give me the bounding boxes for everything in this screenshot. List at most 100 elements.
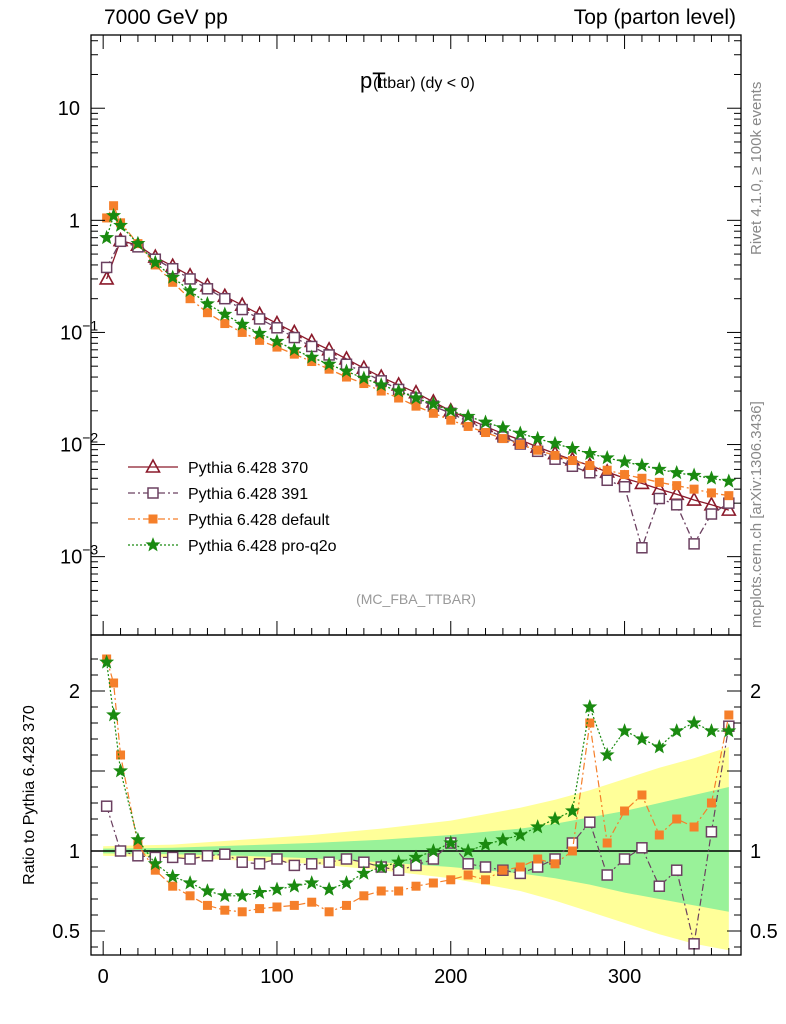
ratio-point-proq2o	[130, 831, 146, 847]
ratio-point-proq2o	[373, 859, 389, 874]
ratio-point-proq2o	[599, 747, 615, 762]
data-point-proq2o	[165, 269, 181, 284]
ratio-point-default	[446, 875, 456, 885]
data-point-default	[550, 450, 560, 460]
data-point-proq2o	[460, 408, 476, 423]
legend-marker-proq2o	[145, 537, 161, 552]
data-point-proq2o	[106, 207, 122, 223]
data-point-proq2o	[304, 349, 320, 364]
ratio-point-proq2o	[721, 723, 737, 738]
plot-title-sub: (ttbar) (dy < 0)	[373, 75, 475, 92]
data-point-default	[533, 445, 543, 455]
data-point-default	[428, 408, 438, 418]
collision-energy-label: 7000 GeV pp	[104, 6, 228, 29]
ratio-point-proq2o	[443, 835, 459, 850]
ratio-point-p391	[670, 864, 683, 876]
ratio-point-proq2o	[582, 699, 598, 714]
analysis-id-label: (MC_FBA_TTBAR)	[356, 591, 476, 607]
legend-item-p391: Pythia 6.428 391	[128, 486, 308, 503]
ratio-point-proq2o	[478, 836, 494, 851]
y-tick-label-exponent: −3	[82, 542, 98, 558]
data-point-default	[168, 277, 178, 287]
ratio-point-default	[411, 881, 421, 891]
ratio-point-proq2o	[634, 731, 650, 746]
series-proq2o	[99, 207, 737, 488]
data-point-default	[411, 401, 421, 411]
data-point-default	[620, 470, 630, 480]
ratio-point-proq2o	[321, 881, 337, 896]
data-point-default	[672, 481, 682, 491]
ratio-point-default	[394, 886, 404, 896]
data-point-p391	[618, 481, 631, 493]
ratio-point-p391	[114, 845, 127, 857]
data-point-default	[307, 357, 317, 367]
ratio-point-proq2o	[199, 883, 215, 898]
ratio-point-p391	[636, 842, 648, 854]
data-point-proq2o	[356, 370, 372, 385]
ratio-point-p391	[132, 850, 144, 862]
data-point-proq2o	[130, 235, 146, 250]
data-point-proq2o	[182, 282, 198, 298]
ratio-y-axis-label: Ratio to Pythia 6.428 370	[21, 705, 38, 885]
ratio-point-default	[724, 710, 734, 720]
ratio-point-default	[255, 904, 265, 914]
y-tick-label-main: 1	[69, 210, 80, 232]
legend-label-default: Pythia 6.428 default	[188, 512, 330, 529]
ratio-point-proq2o	[234, 887, 250, 903]
data-point-default	[567, 456, 577, 466]
data-point-p391	[236, 303, 248, 316]
data-point-p391	[670, 499, 683, 511]
ratio-point-proq2o	[651, 739, 667, 754]
y-tick-label-ratio: 0.5	[52, 921, 80, 943]
data-point-proq2o	[338, 363, 354, 378]
data-point-proq2o	[391, 383, 407, 398]
data-point-proq2o	[113, 217, 128, 232]
series-p391	[100, 235, 735, 554]
ratio-point-default	[567, 846, 577, 856]
data-point-proq2o	[321, 356, 337, 371]
y-tick-label-main: 10−3	[60, 542, 98, 569]
data-point-p391	[219, 292, 231, 305]
y-tick-label-ratio: 2	[69, 681, 80, 703]
legend-item-default: Pythia 6.428 default	[128, 512, 330, 529]
ratio-point-default	[654, 830, 664, 840]
x-tick-label: 200	[434, 966, 467, 988]
ratio-point-proq2o	[304, 875, 320, 890]
ratio-point-proq2o	[165, 868, 181, 883]
ratio-point-p391	[271, 853, 283, 865]
y-tick-label-ratio-right: 2	[750, 681, 761, 703]
ratio-series-group	[99, 654, 737, 950]
data-point-default	[394, 393, 404, 403]
data-point-proq2o	[599, 450, 615, 465]
ratio-point-proq2o	[617, 723, 633, 738]
data-point-proq2o	[703, 470, 719, 485]
y-tick-label-main: 10	[58, 98, 80, 120]
legend-marker-p370	[145, 458, 161, 473]
data-point-default	[498, 434, 508, 444]
data-point-default	[102, 213, 112, 223]
data-point-proq2o	[495, 419, 511, 435]
data-point-default	[654, 477, 664, 487]
data-point-default	[237, 327, 247, 337]
x-tick-label: 0	[98, 966, 109, 988]
legend-label-p391: Pythia 6.428 391	[188, 486, 308, 503]
data-point-proq2o	[252, 325, 268, 340]
y-tick-label-ratio-right: 1	[750, 841, 761, 863]
ratio-point-proq2o	[147, 855, 163, 871]
ratio-point-default	[463, 870, 473, 880]
data-point-default	[585, 461, 595, 471]
y-tick-label-ratio-right: 0.5	[750, 921, 778, 943]
data-point-proq2o	[269, 333, 285, 348]
ratio-point-p391	[653, 880, 666, 892]
series-default	[102, 201, 734, 501]
x-tick-label: 100	[260, 966, 293, 988]
data-point-default	[359, 379, 369, 389]
data-point-default	[515, 440, 525, 450]
data-point-default	[272, 342, 282, 352]
ratio-point-proq2o	[338, 875, 354, 890]
legend-marker-p391	[147, 487, 159, 499]
ratio-point-proq2o	[564, 803, 580, 818]
ratio-point-default	[109, 678, 119, 688]
data-point-default	[637, 473, 647, 483]
